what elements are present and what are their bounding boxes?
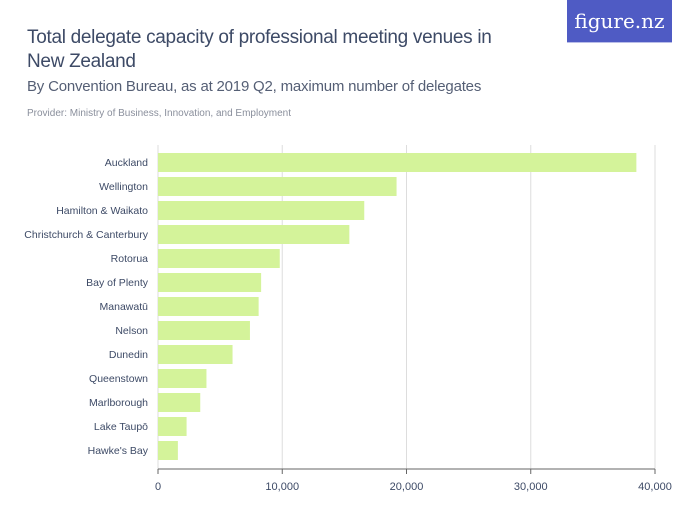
tick-label: 20,000 [390,481,424,493]
bar-queenstown [158,369,207,388]
bar-manawat- [158,297,259,316]
bar-dunedin [158,345,233,364]
provider-text: Provider: Ministry of Business, Innovati… [27,108,292,119]
category-label: Rotorua [111,253,149,265]
category-label: Wellington [99,181,148,193]
bar-hamilton-waikato [158,201,365,220]
category-label: Hawke's Bay [88,445,149,457]
chart-title: Total delegate capacity of professional … [27,27,492,72]
bar-marlborough [158,393,201,412]
category-label: Lake Taupō [94,421,148,433]
category-label: Nelson [115,325,148,337]
tick-label: 10,000 [265,481,299,493]
bar-nelson [158,321,250,340]
category-label: Bay of Plenty [86,277,149,289]
category-label: Christchurch & Canterbury [24,229,148,241]
category-label: Manawatū [100,301,149,313]
category-label: Auckland [105,157,148,169]
tick-label: 30,000 [514,481,548,493]
bar-rotorua [158,249,280,268]
figure-nz-logo[interactable]: figure.nz [567,0,672,42]
chart-subtitle: By Convention Bureau, as at 2019 Q2, max… [27,78,482,95]
category-label: Marlborough [89,397,148,409]
category-label: Hamilton & Waikato [56,205,148,217]
bar-bay-of-plenty [158,273,262,292]
bar-christchurch-canterbury [158,225,350,244]
tick-label: 0 [155,481,161,493]
logo-underline [567,42,672,43]
bar-auckland [158,153,637,172]
bar-lake-taup- [158,417,187,436]
tick-label: 40,000 [638,481,672,493]
bar-hawke-s-bay [158,441,178,460]
category-label: Queenstown [89,373,148,385]
category-label: Dunedin [109,349,148,361]
bar-wellington [158,177,397,196]
